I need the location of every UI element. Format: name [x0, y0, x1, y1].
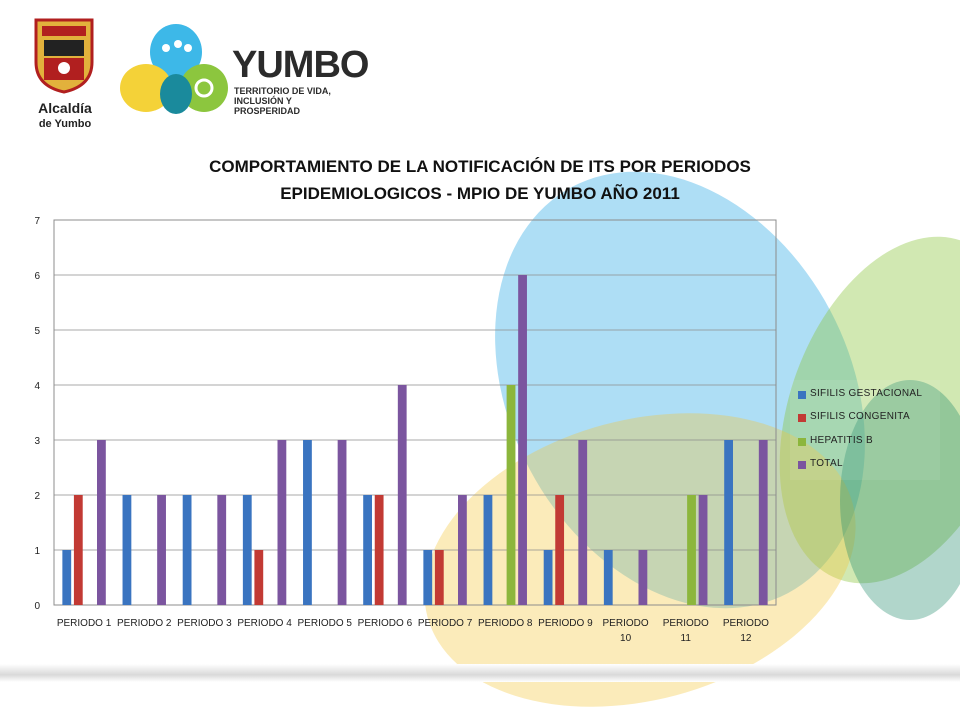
y-tick-label: 3 [34, 436, 40, 447]
bg-teal-ellipse [840, 380, 960, 620]
bar-sifilis-congenita-periodo-1 [73, 495, 83, 605]
bottom-divider [0, 664, 960, 682]
x-tick-label: PERIODO 11 [663, 618, 709, 644]
bar-sifilis-congenita-periodo-7 [434, 550, 444, 605]
x-tick-label: PERIODO 10 [603, 618, 649, 644]
bar-total-periodo-3 [217, 495, 227, 605]
x-tick-label: PERIODO 12 [723, 618, 769, 644]
bar-total-periodo-11 [698, 495, 708, 605]
bar-sifilis-gestacional-periodo-8 [483, 495, 493, 605]
y-tick-label: 4 [34, 381, 40, 392]
legend-label: HEPATITIS B [810, 435, 873, 446]
x-tick-label: PERIODO 5 [298, 618, 353, 629]
x-tick-label: PERIODO 2 [117, 618, 172, 629]
chart-legend: SIFILIS GESTACIONAL SIFILIS CONGENITA HE… [790, 380, 940, 480]
x-tick-label: PERIODO 3 [177, 618, 232, 629]
bar-sifilis-gestacional-periodo-4 [242, 495, 252, 605]
legend-label: SIFILIS CONGENITA [810, 411, 910, 422]
bar-sifilis-gestacional-periodo-6 [363, 495, 372, 605]
bar-sifilis-congenita-periodo-4 [254, 550, 264, 605]
bar-sifilis-gestacional-periodo-7 [423, 550, 433, 605]
alcaldia-line2: de Yumbo [38, 118, 92, 130]
bg-green-ellipse [779, 236, 960, 584]
bar-total-periodo-4 [277, 440, 287, 605]
x-tick-label: PERIODO 4 [237, 618, 292, 629]
bar-total-periodo-1 [97, 440, 106, 605]
bar-sifilis-gestacional-periodo-2 [122, 495, 132, 605]
yumbo-mark-icon [120, 24, 228, 114]
chart-title-line1: COMPORTAMIENTO DE LA NOTIFICACIÓN DE ITS… [209, 157, 751, 176]
y-tick-label: 2 [34, 491, 40, 502]
bar-sifilis-gestacional-periodo-9 [543, 550, 553, 605]
y-tick-label: 5 [34, 326, 40, 337]
bar-hepatitis-b-periodo-11 [687, 495, 696, 605]
bar-sifilis-gestacional-periodo-3 [182, 495, 192, 605]
bar-total-periodo-10 [638, 550, 648, 605]
y-tick-label: 0 [34, 601, 40, 612]
bar-sifilis-congenita-periodo-6 [374, 495, 384, 605]
chart-title: COMPORTAMIENTO DE LA NOTIFICACIÓN DE ITS… [160, 153, 800, 207]
alcaldia-logo: Alcaldía de Yumbo [28, 12, 102, 130]
yumbo-logo: YUMBO TERRITORIO DE VIDA, INCLUSIÓN Y PR… [118, 22, 369, 122]
x-tick-label: PERIODO 9 [538, 618, 593, 629]
y-axis-ticks: 0 1 2 3 4 5 6 7 [34, 216, 40, 612]
bar-sifilis-congenita-periodo-9 [555, 495, 565, 605]
legend-swatch [798, 438, 806, 446]
legend-swatch [798, 414, 806, 422]
legend-label: SIFILIS GESTACIONAL [810, 388, 923, 399]
bar-sifilis-gestacional-periodo-1 [62, 550, 72, 605]
bar-total-periodo-12 [758, 440, 768, 605]
y-tick-label: 7 [34, 216, 40, 227]
bar-total-periodo-8 [518, 275, 527, 605]
bar-total-periodo-5 [337, 440, 347, 605]
y-tick-label: 6 [34, 271, 40, 282]
legend-swatch [798, 461, 806, 469]
grid-layer [53, 219, 777, 606]
x-tick-label: PERIODO 7 [418, 618, 473, 629]
bar-hepatitis-b-periodo-8 [506, 385, 516, 605]
y-tick-label: 1 [34, 546, 40, 557]
bg-blue-ellipse [495, 171, 865, 609]
bar-sifilis-gestacional-periodo-5 [303, 440, 312, 605]
bars-layer [62, 275, 768, 605]
bar-total-periodo-9 [578, 440, 588, 605]
bar-total-periodo-7 [458, 495, 467, 605]
bar-total-periodo-2 [157, 495, 166, 605]
yumbo-wordmark: YUMBO [232, 44, 369, 86]
x-tick-label: PERIODO 6 [358, 618, 413, 629]
alcaldia-line1: Alcaldía [38, 100, 92, 116]
legend-label: TOTAL [810, 458, 843, 469]
legend-swatch [798, 391, 806, 399]
yumbo-tagline-2: INCLUSIÓN Y PROSPERIDAD [234, 96, 301, 116]
chart-title-line2: EPIDEMIOLOGICOS - MPIO DE YUMBO AÑO 2011 [280, 184, 680, 203]
x-axis-ticks: PERIODO 1 PERIODO 2 PERIODO 3 PERIODO 4 PERI… [57, 618, 769, 644]
x-tick-label: PERIODO 1 [57, 618, 112, 629]
bar-sifilis-gestacional-periodo-10 [603, 550, 613, 605]
x-tick-label: PERIODO 8 [478, 618, 533, 629]
bar-total-periodo-6 [397, 385, 407, 605]
bar-sifilis-gestacional-periodo-12 [724, 440, 733, 605]
yumbo-tagline: TERRITORIO DE VIDA, INCLUSIÓN Y PROSPERI… [234, 86, 354, 116]
alcaldia-shield-icon [34, 18, 94, 94]
yumbo-tagline-1: TERRITORIO DE VIDA, [234, 86, 331, 96]
